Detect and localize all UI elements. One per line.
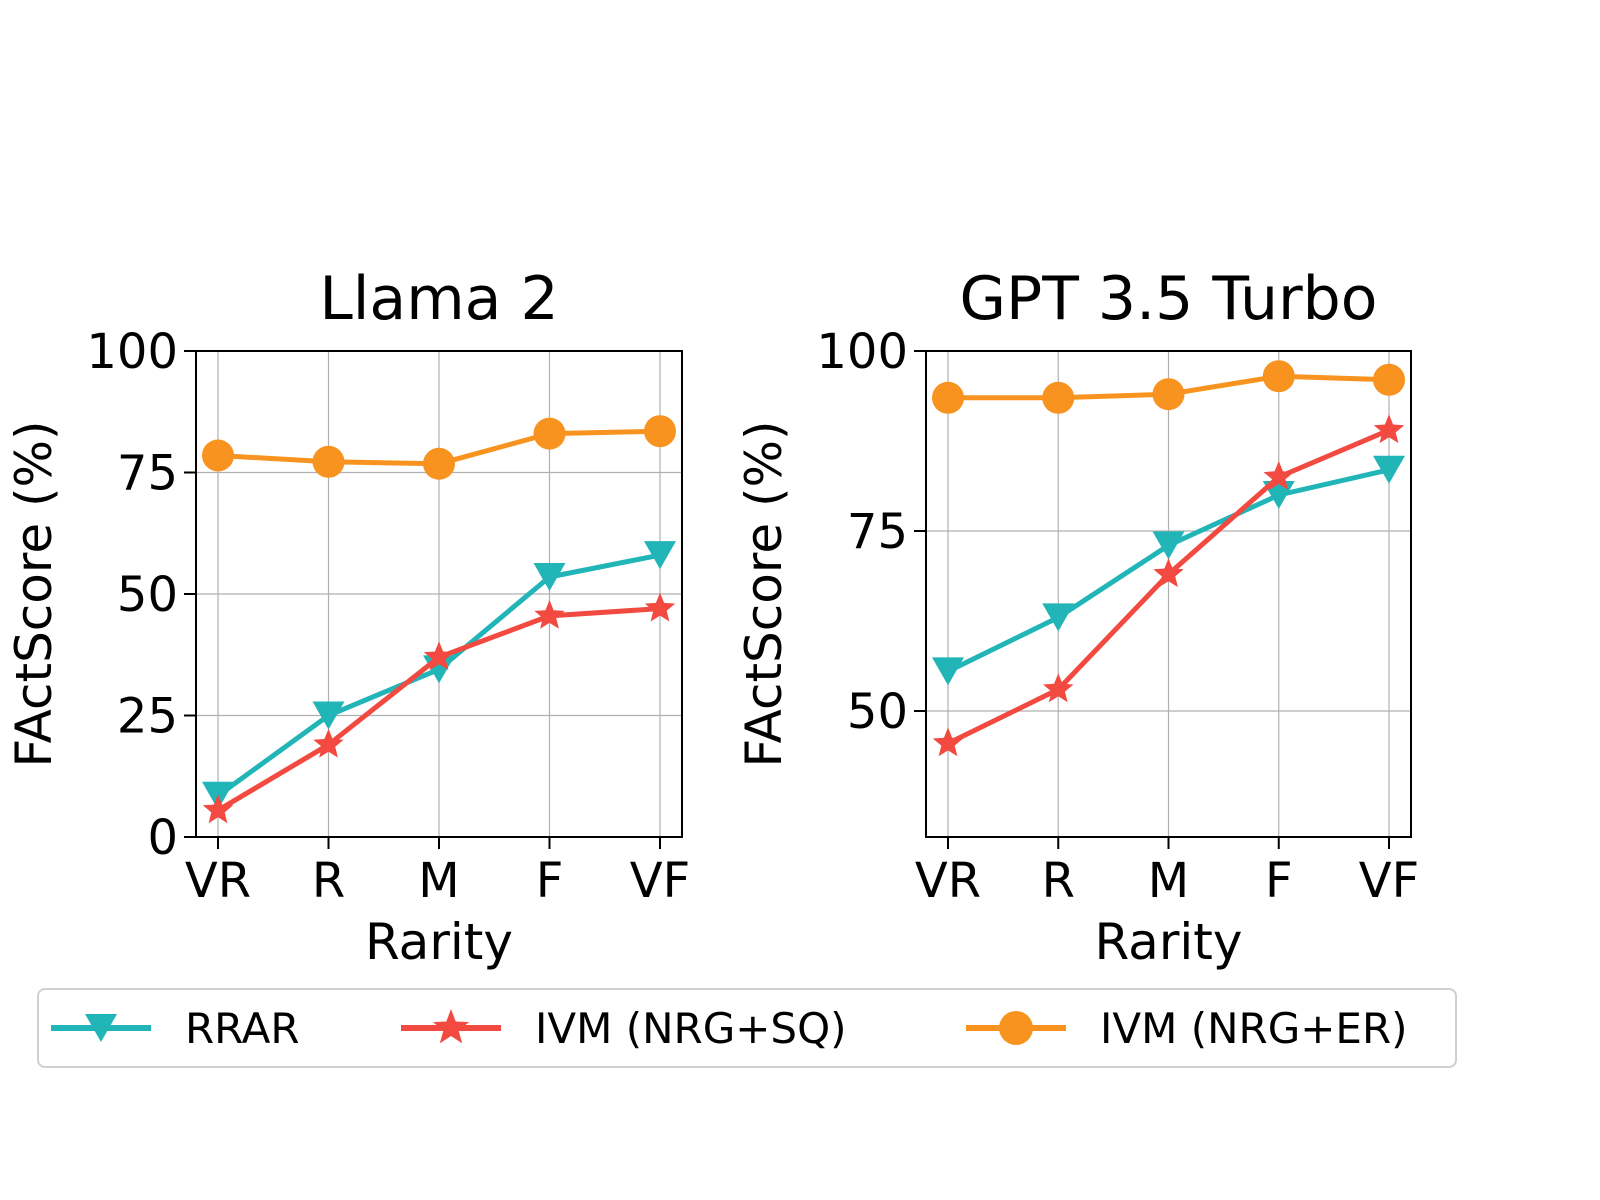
x-tick-label: VR — [185, 853, 251, 909]
x-tick-label: F — [1265, 853, 1293, 909]
data-point-ivm-nrg-sq — [644, 592, 676, 622]
data-point-ivm-nrg-er — [1042, 381, 1075, 414]
y-tick-label: 50 — [847, 684, 908, 740]
chart-title: GPT 3.5 Turbo — [960, 264, 1378, 334]
chart-panel-2: 50 75 100 VR R M F VF GPT 3.5 Turbo Rarity FActSco… — [735, 264, 1419, 971]
data-point-ivm-nrg-sq — [423, 641, 455, 671]
legend-swatch-ivm-nrg-er — [966, 1011, 1066, 1045]
y-axis-label: FActScore (%) — [735, 420, 793, 767]
data-point-rrar — [932, 657, 964, 686]
data-point-ivm-nrg-er — [533, 417, 566, 450]
x-axis-label: Rarity — [1095, 913, 1243, 971]
series-rrar — [932, 455, 1405, 686]
series-ivm-nrg-sq — [932, 414, 1405, 757]
data-point-ivm-nrg-er — [202, 439, 234, 472]
legend-item-ivm-nrg-sq: IVM (NRG+SQ) — [401, 990, 847, 1066]
x-tick-label: R — [1042, 853, 1075, 909]
legend-label-ivm-nrg-sq: IVM (NRG+SQ) — [535, 1003, 847, 1053]
data-point-rrar — [1373, 455, 1405, 484]
x-tick-label: VF — [630, 853, 690, 909]
x-tick-label: M — [1148, 853, 1189, 909]
series-ivm-nrg-er — [932, 360, 1405, 414]
x-tick-label: VR — [915, 853, 981, 909]
x-tick-label: R — [312, 853, 345, 909]
legend-swatch-ivm-nrg-sq — [401, 1009, 501, 1044]
data-point-ivm-nrg-er — [1262, 360, 1295, 393]
data-point-ivm-nrg-er — [423, 447, 455, 480]
y-tick-label: 100 — [86, 324, 178, 380]
y-tick-label: 75 — [117, 446, 178, 502]
data-point-ivm-nrg-sq — [202, 794, 234, 824]
legend-item-ivm-nrg-er: IVM (NRG+ER) — [966, 990, 1408, 1066]
x-tick-label: VF — [1359, 853, 1419, 909]
y-tick-label: 0 — [147, 810, 178, 866]
legend-label-rrar: RRAR — [185, 1003, 300, 1053]
series-ivm-nrg-er — [202, 415, 676, 480]
legend-label-ivm-nrg-er: IVM (NRG+ER) — [1100, 1003, 1408, 1053]
data-point-ivm-nrg-er — [644, 415, 676, 448]
data-point-rrar — [1152, 531, 1185, 560]
y-axis-label: FActScore (%) — [5, 420, 63, 767]
data-point-ivm-nrg-sq — [534, 599, 565, 629]
legend-item-rrar: RRAR — [51, 990, 300, 1066]
data-point-rrar — [533, 562, 566, 591]
data-point-ivm-nrg-er — [1152, 378, 1185, 411]
data-point-ivm-nrg-sq — [1373, 414, 1405, 444]
chart-title: Llama 2 — [319, 264, 558, 334]
legend: RRAR IVM (NRG+SQ) IVM (NRG+ER) — [37, 988, 1457, 1068]
data-point-ivm-nrg-er — [932, 381, 964, 414]
x-tick-label: F — [536, 853, 564, 909]
y-tick-label: 50 — [117, 567, 178, 623]
y-tick-label: 25 — [117, 689, 178, 745]
data-point-ivm-nrg-sq — [1043, 673, 1074, 703]
data-point-ivm-nrg-sq — [313, 728, 344, 758]
y-tick-label: 75 — [847, 504, 908, 560]
legend-swatch-rrar — [51, 1014, 151, 1042]
data-point-rrar — [644, 541, 676, 570]
data-point-ivm-nrg-sq — [1153, 558, 1184, 588]
x-axis-label: Rarity — [365, 913, 513, 971]
data-point-rrar — [312, 701, 345, 730]
data-point-ivm-nrg-sq — [1263, 461, 1294, 490]
series-ivm-nrg-sq — [202, 592, 676, 824]
data-point-ivm-nrg-sq — [932, 727, 964, 757]
data-point-ivm-nrg-er — [312, 445, 345, 478]
data-point-rrar — [1042, 603, 1075, 632]
data-point-ivm-nrg-er — [1373, 363, 1405, 396]
y-tick-label: 100 — [816, 324, 908, 380]
chart-panel-1: 0 25 50 75 100 VR R M F VF Llama 2 Rarity FActScore … — [5, 264, 690, 971]
x-tick-label: M — [418, 853, 459, 909]
